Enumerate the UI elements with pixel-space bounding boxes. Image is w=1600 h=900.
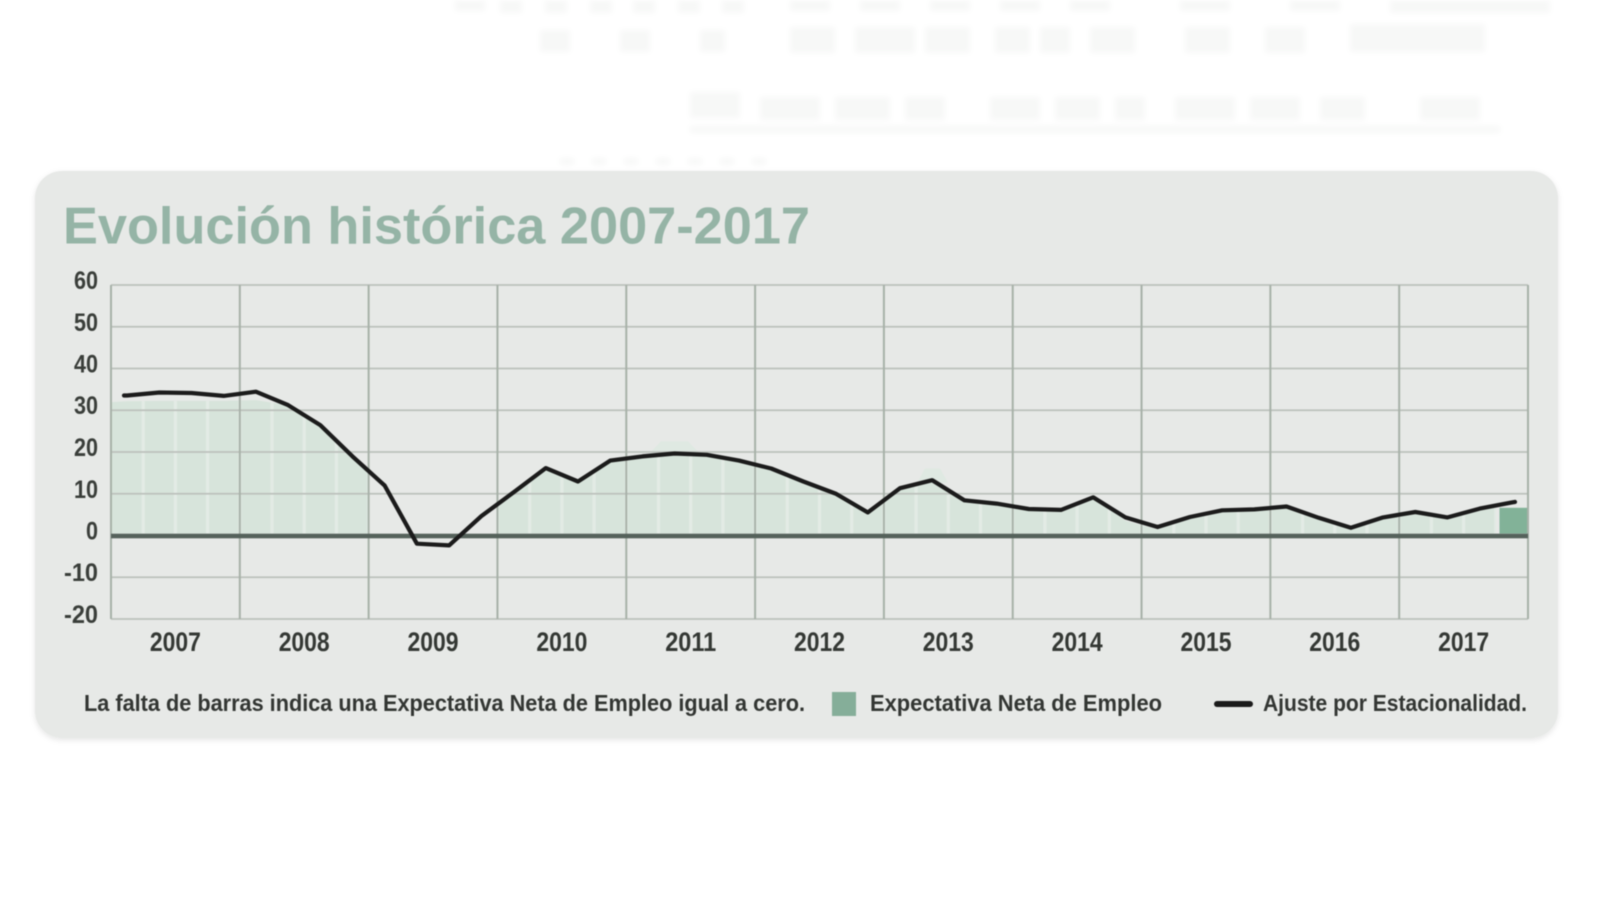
svg-text:30: 30: [74, 392, 98, 420]
svg-text:2012: 2012: [794, 627, 845, 657]
svg-text:20: 20: [74, 434, 98, 462]
svg-text:2008: 2008: [279, 627, 330, 657]
svg-text:2017: 2017: [1438, 627, 1489, 657]
svg-text:10: 10: [74, 476, 98, 504]
svg-text:2015: 2015: [1181, 627, 1232, 657]
svg-text:2007: 2007: [150, 627, 201, 657]
svg-text:0: 0: [86, 518, 98, 546]
svg-text:La falta de barras indica una: La falta de barras indica una Expectativ…: [84, 690, 805, 716]
svg-text:60: 60: [74, 267, 98, 295]
svg-text:40: 40: [74, 351, 98, 379]
svg-text:2011: 2011: [665, 627, 716, 657]
svg-text:-10: -10: [64, 559, 98, 587]
svg-text:2014: 2014: [1052, 627, 1103, 657]
svg-text:2009: 2009: [408, 627, 459, 657]
svg-text:Expectativa Neta de Empleo: Expectativa Neta de Empleo: [870, 690, 1162, 716]
svg-text:2013: 2013: [923, 627, 974, 657]
svg-text:Evolución histórica 2007-2017: Evolución histórica 2007-2017: [63, 197, 810, 255]
svg-text:-20: -20: [64, 601, 98, 629]
svg-text:2016: 2016: [1309, 627, 1360, 657]
svg-text:Ajuste por Estacionalidad.: Ajuste por Estacionalidad.: [1263, 690, 1527, 716]
svg-text:50: 50: [74, 309, 98, 337]
svg-text:2010: 2010: [536, 627, 587, 657]
